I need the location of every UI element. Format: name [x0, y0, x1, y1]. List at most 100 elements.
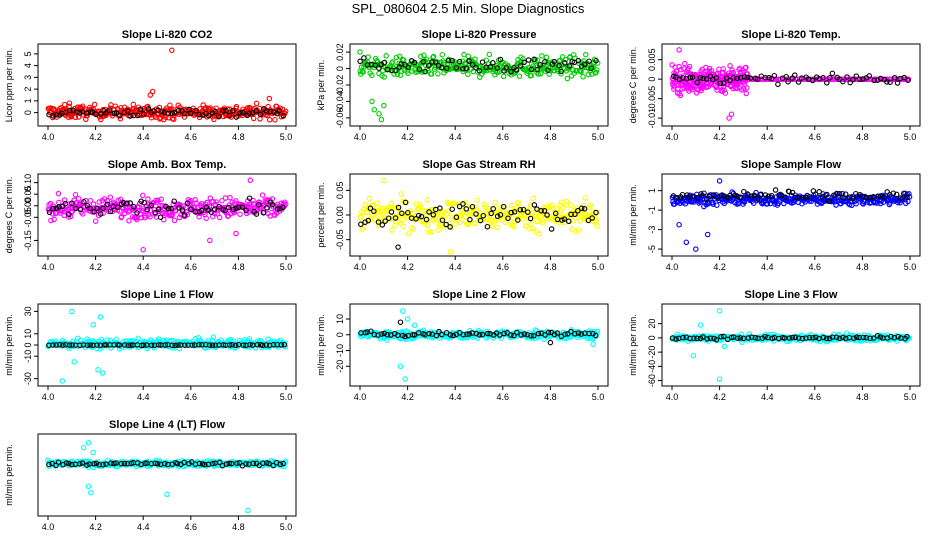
data-point: [800, 194, 806, 201]
panel-9: Slope Line 3 Flow 4.0 4.2 4.4 4.6 4.8 5.0 -60-4…: [628, 289, 921, 402]
data-point: [829, 70, 836, 77]
x-tick-label: 4.6: [185, 132, 198, 142]
y-tick-label: -0.15: [23, 230, 33, 251]
series-selected-samples: [46, 341, 288, 349]
data-point: [447, 332, 454, 338]
y-axis-label: ml/min per min.: [628, 184, 638, 246]
data-point: [680, 334, 686, 341]
data-point: [534, 66, 541, 73]
y-tick-label: -0.06: [335, 108, 345, 129]
data-point: [418, 213, 425, 220]
data-point: [556, 62, 562, 69]
data-point: [430, 212, 437, 218]
x-tick-label: 4.2: [89, 132, 102, 142]
data-point: [473, 64, 479, 71]
data-point: [544, 212, 550, 218]
panel-title: Slope Li-820 Pressure: [422, 29, 537, 41]
data-point: [689, 86, 695, 93]
data-point: [70, 107, 76, 113]
data-point: [175, 342, 181, 348]
x-tick-label: 4.0: [666, 392, 679, 402]
data-point: [469, 61, 476, 68]
y-tick-label: -0.01: [647, 108, 657, 129]
data-point: [816, 189, 822, 195]
data-point: [513, 67, 520, 73]
data-point: [737, 194, 743, 201]
data-point: [246, 336, 253, 342]
data-point: [464, 331, 470, 337]
data-point: [361, 55, 367, 61]
data-point: [887, 79, 893, 85]
data-point: [486, 51, 493, 58]
data-point: [131, 204, 137, 210]
data-point: [92, 218, 99, 224]
data-point: [193, 107, 199, 114]
data-point: [891, 74, 898, 81]
x-tick-label: 4.6: [497, 132, 510, 142]
y-tick-label: -0.05: [23, 207, 33, 228]
series-all-samples: [357, 308, 601, 382]
data-point: [357, 58, 363, 65]
data-point: [728, 111, 735, 117]
data-point: [674, 194, 680, 201]
data-point: [46, 209, 53, 216]
data-point: [904, 194, 910, 201]
data-point: [66, 211, 72, 218]
data-point: [402, 333, 408, 340]
data-point: [472, 220, 478, 227]
data-point: [106, 107, 113, 113]
data-point: [59, 378, 66, 384]
data-point: [741, 74, 748, 80]
y-axis-label: Licor ppm per min.: [4, 48, 14, 123]
panel-title: Slope Line 1 Flow: [121, 289, 214, 301]
data-point: [469, 203, 476, 210]
series-all-samples: [669, 47, 751, 121]
data-point: [880, 194, 887, 200]
data-point: [56, 204, 62, 210]
data-point: [902, 190, 908, 197]
x-tick-label: 4.6: [809, 132, 822, 142]
data-point: [745, 335, 752, 341]
data-point: [874, 332, 881, 339]
data-point: [400, 308, 406, 314]
data-point: [100, 107, 106, 113]
x-tick-label: 4.4: [761, 262, 774, 272]
data-point: [463, 65, 470, 72]
data-point: [792, 72, 798, 78]
data-point: [744, 74, 751, 81]
data-point: [359, 226, 366, 233]
data-point: [820, 334, 827, 341]
data-point: [795, 194, 801, 201]
data-point: [497, 212, 504, 218]
data-point: [432, 59, 439, 65]
data-point: [59, 203, 65, 210]
data-point: [461, 51, 467, 58]
data-point: [700, 334, 706, 340]
data-point: [157, 214, 164, 220]
data-point: [748, 334, 755, 340]
data-point: [453, 214, 460, 221]
data-point: [266, 95, 273, 102]
data-point: [698, 191, 704, 197]
x-tick-label: 4.0: [42, 392, 55, 402]
data-point: [467, 216, 473, 223]
x-tick-label: 5.0: [592, 132, 605, 142]
y-tick-label: -10: [23, 350, 33, 363]
data-point: [850, 76, 856, 83]
data-point: [591, 56, 598, 63]
x-tick-label: 4.4: [137, 132, 150, 142]
data-point: [734, 75, 740, 82]
data-point: [95, 366, 101, 373]
data-point: [56, 199, 62, 206]
data-point: [274, 206, 281, 212]
x-tick-label: 4.8: [232, 132, 245, 142]
data-point: [405, 329, 411, 335]
data-point: [673, 68, 680, 75]
data-point: [437, 205, 443, 211]
data-point: [155, 342, 162, 348]
data-point: [91, 209, 97, 215]
data-point: [819, 194, 825, 200]
data-point: [460, 331, 467, 338]
data-point: [585, 217, 592, 224]
data-point: [399, 210, 405, 217]
